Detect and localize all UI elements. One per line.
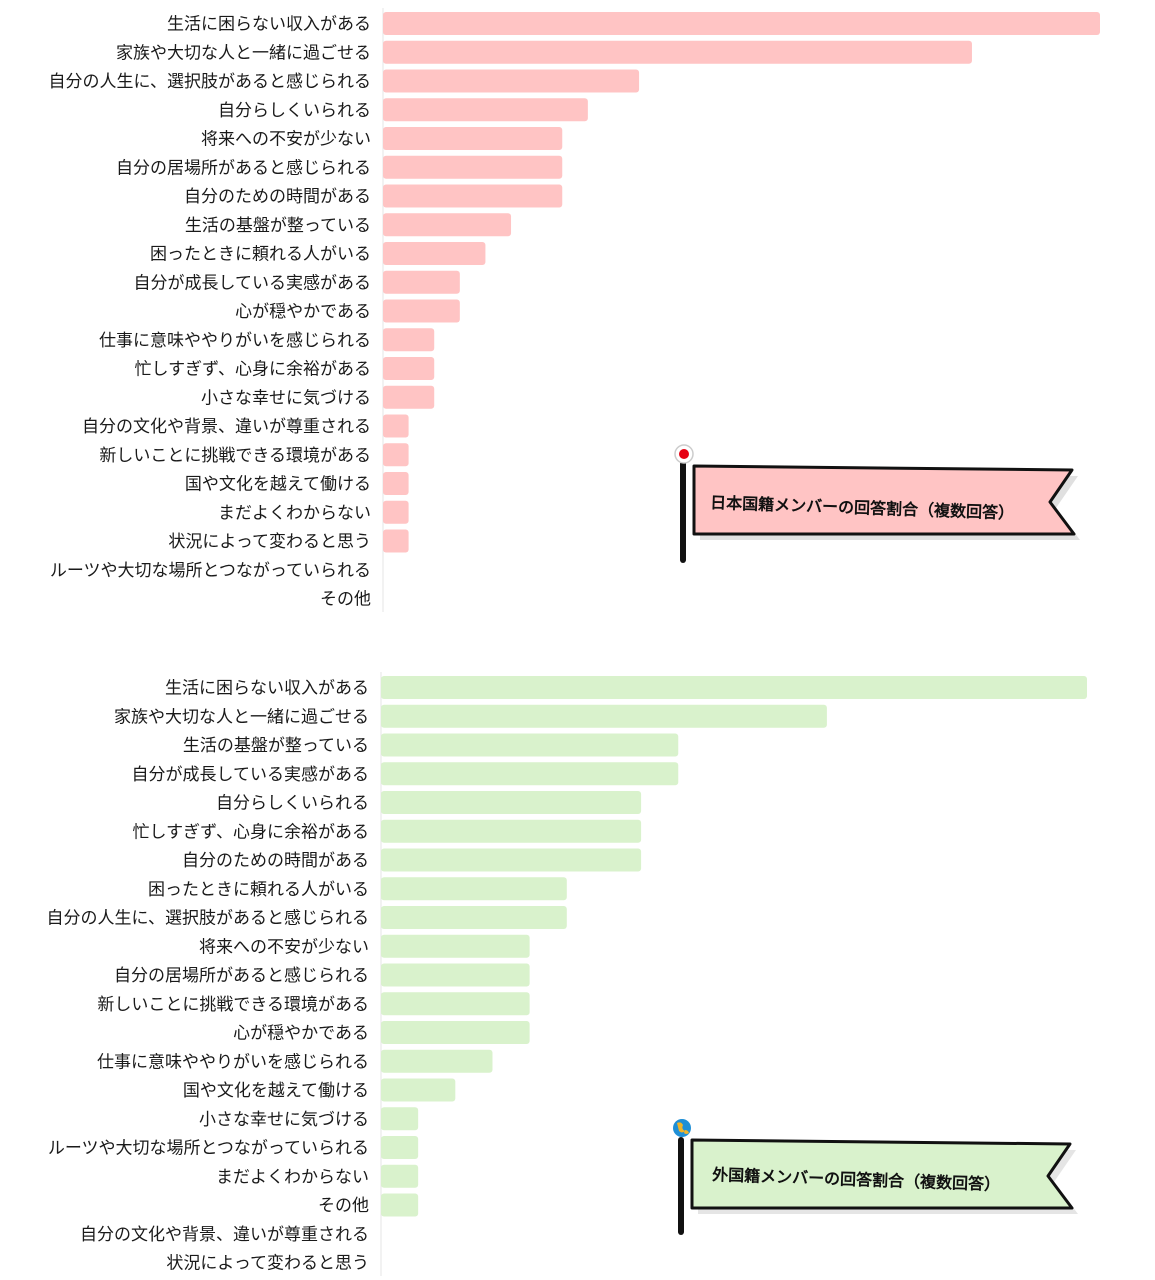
foreign-bar-9 [381,934,530,958]
foreign-category-label-8: 自分の人生に、選択肢があると感じられる [47,909,370,929]
foreign-category-label-10: 自分の居場所があると感じられる [114,966,369,986]
foreign-bar-15 [381,1107,419,1131]
japanese-category-label-12: 忙しすぎず、心身に余裕がある [135,360,371,380]
foreign-members-chart: 生活に困らない収入がある家族や大切な人と一緒に過ごせる生活の基盤が整っている自分… [47,672,1087,1276]
japanese-bar-10 [383,299,460,323]
foreign-bar-14 [381,1078,456,1102]
foreign-category-label-16: ルーツや大切な場所とつながっていられる [48,1139,369,1159]
foreign-bar-13 [381,1049,493,1073]
japanese-category-label-3: 自分らしくいられる [218,101,371,121]
globe-land-icon [677,1122,689,1134]
foreign-bar-0 [381,676,1087,699]
foreign-category-label-6: 自分のための時間がある [182,851,369,871]
foreign-category-label-4: 自分らしくいられる [216,794,369,814]
japanese-category-label-15: 新しいことに挑戦できる環境がある [99,446,371,466]
japanese-category-label-1: 家族や大切な人と一緒に過ごせる [116,43,371,63]
foreign-bar-3 [381,762,679,786]
japanese-category-label-11: 仕事に意味ややりがいを感じられる [99,331,371,351]
japanese-bar-0 [383,12,1100,35]
japanese-category-label-14: 自分の文化や背景、違いが尊重される [82,417,371,437]
foreign-category-label-7: 困ったときに頼れる人がいる [148,880,369,900]
japanese-category-label-5: 自分の居場所があると感じられる [116,158,371,178]
foreign-category-label-20: 状況によって変わると思う [166,1254,369,1274]
japanese-category-label-2: 自分の人生に、選択肢があると感じられる [49,72,372,92]
japanese-bar-13 [383,385,435,409]
foreign-category-label-5: 忙しすぎず、心身に余裕がある [133,822,369,842]
foreign-category-label-0: 生活に困らない収入がある [165,679,369,699]
japanese-bar-14 [383,414,409,438]
japanese-category-label-9: 自分が成長している実感がある [134,273,372,293]
foreign-bar-4 [381,791,642,814]
japanese-banner-shape [692,464,1076,536]
japanese-bar-1 [383,40,972,64]
foreign-category-label-17: まだよくわからない [216,1167,369,1187]
japanese-bar-15 [383,443,409,467]
japanese-category-label-7: 生活の基盤が整っている [185,216,371,236]
foreign-category-label-9: 将来への不安が少ない [199,937,369,957]
foreign-bar-11 [381,992,530,1016]
japanese-bar-7 [383,213,512,237]
foreign-category-label-13: 仕事に意味ややりがいを感じられる [97,1052,369,1072]
foreign-bar-17 [381,1164,419,1188]
japanese-bar-12 [383,357,435,380]
foreign-category-label-1: 家族や大切な人と一緒に過ごせる [114,707,369,727]
japanese-category-label-6: 自分のための時間がある [184,187,371,207]
foreign-bar-6 [381,848,642,872]
foreign-category-label-2: 生活の基盤が整っている [183,736,369,756]
foreign-bar-5 [381,819,642,843]
japanese-category-label-10: 心が穏やかである [235,302,371,322]
japanese-bar-16 [383,472,409,495]
japanese-members-chart: 生活に困らない収入がある家族や大切な人と一緒に過ごせる自分の人生に、選択肢がある… [49,8,1100,612]
foreign-bar-10 [381,963,530,987]
foreign-category-label-18: その他 [318,1196,369,1216]
japanese-bar-17 [383,500,409,524]
foreign-category-label-19: 自分の文化や背景、違いが尊重される [80,1225,369,1245]
japanese-category-label-8: 困ったときに頼れる人がいる [150,245,371,265]
japanese-bar-2 [383,69,640,93]
japanese-category-label-13: 小さな幸せに気づける [201,388,371,408]
japanese-category-label-4: 将来への不安が少ない [201,130,371,150]
foreign-bar-18 [381,1193,419,1217]
japanese-bar-8 [383,242,486,265]
foreign-bar-2 [381,733,679,757]
japanese-bar-3 [383,98,588,122]
japanese-category-label-18: 状況によって変わると思う [168,532,371,552]
japanese-bar-5 [383,155,563,179]
foreign-category-label-14: 国や文化を越えて働ける [183,1081,369,1101]
foreign-flag-banner: 外国籍メンバーの回答割合（複数回答） [673,1119,1078,1235]
foreign-bar-7 [381,877,567,901]
foreign-banner-shape [690,1138,1074,1210]
japanese-bar-11 [383,328,435,352]
japanese-bar-9 [383,270,460,294]
japanese-category-label-20: その他 [320,590,371,610]
japanese-category-label-16: 国や文化を越えて働ける [185,475,371,495]
japanese-category-label-17: まだよくわからない [218,503,371,523]
japanese-bar-6 [383,184,563,208]
japanese-bar-18 [383,529,409,553]
foreign-category-label-3: 自分が成長している実感がある [132,765,370,785]
japanese-category-label-0: 生活に困らない収入がある [167,15,371,35]
foreign-bar-8 [381,906,567,929]
foreign-category-label-11: 新しいことに挑戦できる環境がある [97,995,369,1015]
foreign-category-label-15: 小さな幸せに気づける [199,1110,369,1130]
japanese-bar-4 [383,127,563,150]
japanese-category-label-19: ルーツや大切な場所とつながっていられる [50,561,371,581]
japanese-flag-banner: 日本国籍メンバーの回答割合（複数回答） [674,444,1080,563]
japan-red-dot-icon [679,449,689,459]
foreign-bar-16 [381,1136,419,1159]
foreign-category-label-12: 心が穏やかである [233,1024,369,1044]
foreign-bar-12 [381,1021,530,1044]
foreign-bar-1 [381,704,827,728]
